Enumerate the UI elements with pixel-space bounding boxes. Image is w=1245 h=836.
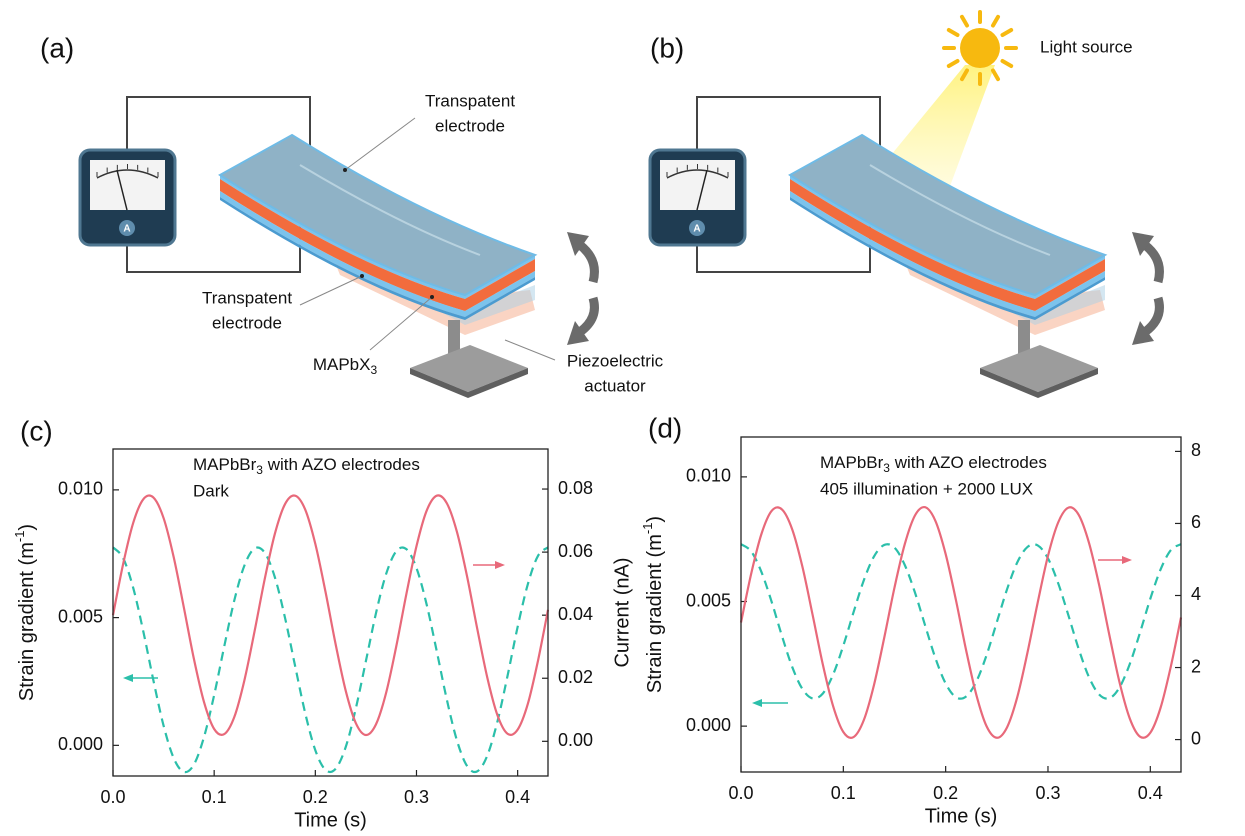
y2-tick-label: 4 — [1191, 584, 1201, 604]
light-label: Light source — [1040, 37, 1133, 56]
motion-arrow — [1145, 245, 1159, 282]
leader — [300, 276, 362, 305]
annotation: MAPbBr3 with AZO electrodes — [193, 455, 420, 477]
x-tick-label: 0.0 — [100, 787, 125, 807]
x-axis-label: Time (s) — [294, 809, 367, 831]
sun-ray — [949, 30, 958, 35]
annotation-part: with AZO electrodes — [263, 455, 420, 474]
subscript: 3 — [370, 363, 377, 377]
panel-label: (c) — [20, 415, 53, 446]
leader-dot — [430, 295, 434, 299]
panel-label: (d) — [648, 412, 682, 443]
motion-arrow — [580, 245, 594, 282]
y2-tick-label: 0 — [1191, 728, 1201, 748]
y-axis-label: Strain gradient (m-1) — [640, 516, 666, 693]
ammeter-label: A — [693, 224, 700, 235]
y2-tick-label: 0.06 — [558, 541, 593, 561]
y2-tick-label: 2 — [1191, 656, 1201, 676]
motion-arrow — [1145, 298, 1159, 332]
axis-arrowhead — [495, 561, 505, 569]
annotation: Piezoelectric — [567, 351, 664, 370]
axis-arrowhead — [123, 674, 133, 682]
annotation: Dark — [193, 481, 229, 500]
label-part: Strain gradient (m — [644, 534, 666, 693]
label-part: Strain gradient (m — [16, 542, 38, 701]
x-tick-label: 0.0 — [728, 783, 753, 803]
y2-tick-label: 8 — [1191, 440, 1201, 460]
annotation-part: MAPbBr — [820, 453, 884, 472]
sun-ray — [1003, 61, 1012, 66]
x-axis-label: Time (s) — [925, 805, 998, 827]
x-tick-label: 0.3 — [1035, 783, 1060, 803]
actuator-plate — [980, 345, 1098, 392]
annotation: Transpatent — [202, 288, 292, 307]
x-tick-label: 0.2 — [933, 783, 958, 803]
sun — [960, 28, 1000, 68]
y2-tick-label: 0.02 — [558, 667, 593, 687]
axis-arrowhead — [1122, 556, 1132, 564]
y-tick-label: 0.000 — [58, 734, 103, 754]
layer-name: MAPbX — [313, 355, 371, 374]
annotation: Transpatent — [425, 91, 515, 110]
panel-label: (b) — [650, 32, 684, 63]
annotation-part: MAPbBr — [193, 455, 257, 474]
ammeter-label: A — [123, 224, 130, 235]
annotation: electrode — [212, 313, 282, 332]
annotation: electrode — [435, 116, 505, 135]
x-tick-label: 0.2 — [303, 787, 328, 807]
sun-ray — [993, 17, 998, 26]
y-tick-label: 0.005 — [686, 590, 731, 610]
x-tick-label: 0.4 — [505, 787, 530, 807]
superscript: -1 — [640, 523, 655, 535]
sun-ray — [949, 61, 958, 66]
label-part: ) — [644, 516, 666, 523]
y-tick-label: 0.005 — [58, 606, 103, 626]
motion-arrow — [580, 298, 594, 332]
x-tick-label: 0.4 — [1138, 783, 1163, 803]
leader — [345, 118, 415, 170]
y2-axis-label: Current (nA) — [611, 557, 633, 667]
sun-ray — [993, 71, 998, 80]
annotation: MAPbX3 — [313, 355, 378, 377]
series-line — [741, 507, 1181, 738]
x-tick-label: 0.1 — [831, 783, 856, 803]
y-tick-label: 0.010 — [686, 466, 731, 486]
series-line — [113, 495, 548, 735]
axis-arrowhead — [752, 699, 762, 707]
y-axis-label: Strain gradient (m-1) — [12, 524, 38, 701]
panel-label: (a) — [40, 32, 74, 63]
leader-dot — [343, 168, 347, 172]
label-part: ) — [16, 524, 38, 531]
leader-dot — [360, 274, 364, 278]
y2-tick-label: 0.08 — [558, 478, 593, 498]
y-tick-label: 0.000 — [686, 715, 731, 735]
annotation: 405 illumination + 2000 LUX — [820, 479, 1033, 498]
x-tick-label: 0.3 — [404, 787, 429, 807]
y2-tick-label: 0.04 — [558, 604, 593, 624]
annotation-part: with AZO electrodes — [890, 453, 1047, 472]
y-tick-label: 0.010 — [58, 479, 103, 499]
sun-ray — [962, 17, 967, 26]
actuator-plate — [410, 345, 528, 392]
superscript: -1 — [12, 531, 27, 543]
sun-ray — [1003, 30, 1012, 35]
figure: (a) A (b) A Light source Transpatent electrode… — [0, 0, 1245, 836]
y2-tick-label: 6 — [1191, 512, 1201, 532]
annotation: MAPbBr3 with AZO electrodes — [820, 453, 1047, 475]
x-tick-label: 0.1 — [202, 787, 227, 807]
annotation: actuator — [584, 376, 646, 395]
y2-tick-label: 0.00 — [558, 730, 593, 750]
leader — [370, 297, 432, 350]
leader — [505, 340, 555, 360]
